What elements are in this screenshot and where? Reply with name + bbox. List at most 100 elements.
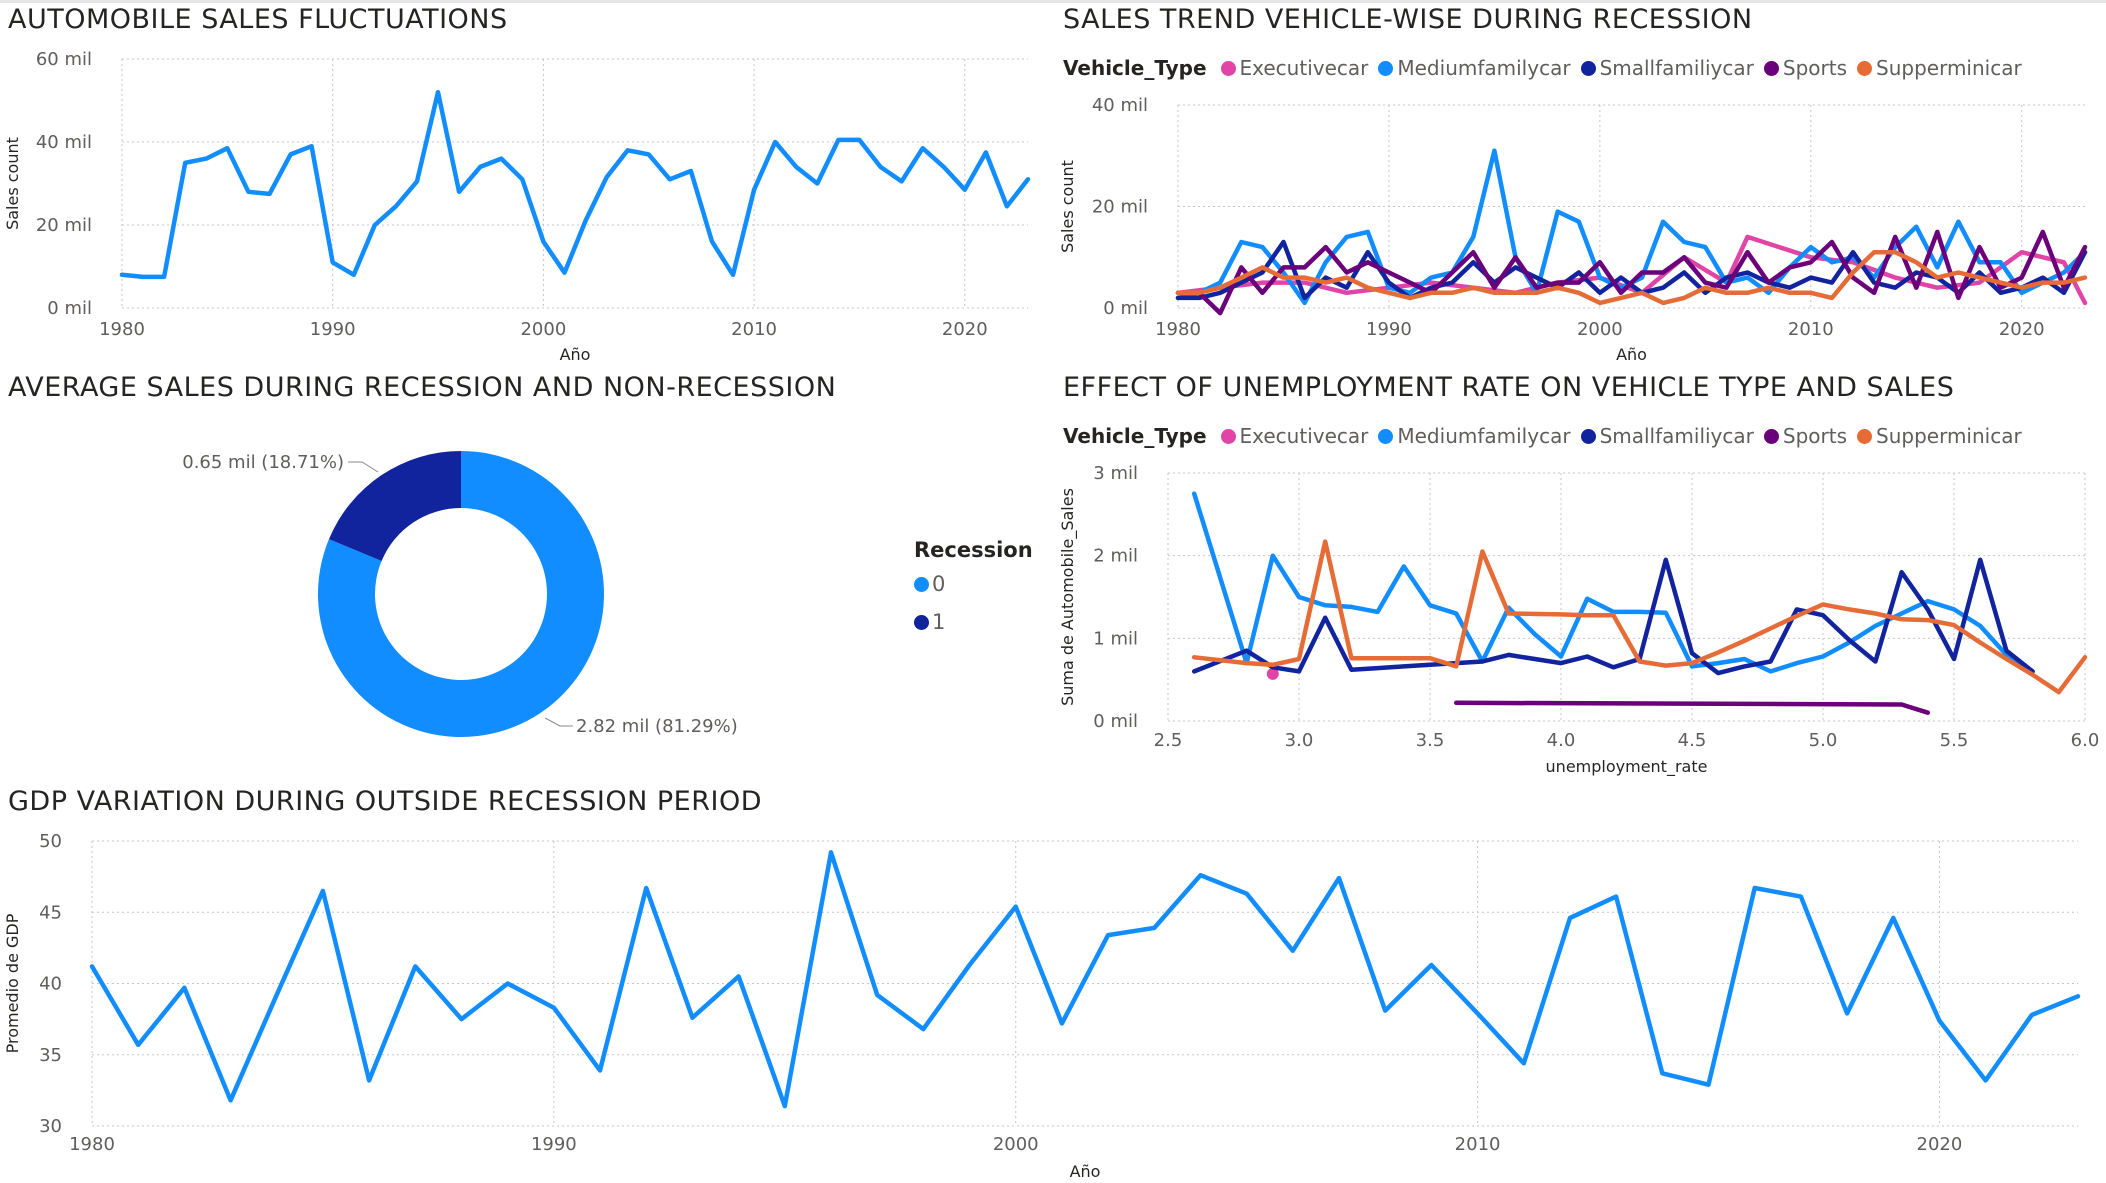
unemployment-line-chart: 0 mil 1 mil 2 mil 3 mil 2.5 3.0 3.5 4.0 4.5 5.0 5.… <box>1058 463 2100 777</box>
x-tick-label: 1990 <box>531 1134 577 1155</box>
legend-label: Mediumfamilycar <box>1397 56 1571 80</box>
series-line-smallfamiliycar <box>1191 557 2035 676</box>
x-axis-title: Año <box>560 345 591 364</box>
y-tick-label: 35 <box>39 1045 62 1066</box>
x-tick-label: 2010 <box>1788 319 1834 340</box>
unemployment-effect-panel: EFFECT OF UNEMPLOYMENT RATE ON VEHICLE T… <box>1055 368 2106 777</box>
trend-legend: Vehicle_Type Executivecar Mediumfamilycar… <box>1063 56 2032 80</box>
sales-fluctuations-panel: AUTOMOBILE SALES FLUCTUATIONS 0 mil 20 mi… <box>0 0 1040 365</box>
donut-chart-title: AVERAGE SALES DURING RECESSION AND NON-R… <box>8 372 837 403</box>
x-axis-title: Año <box>1616 345 1647 364</box>
x-tick-label: 1980 <box>99 319 145 340</box>
y-axis-title: Sales count <box>1058 160 1077 253</box>
series-line-supperminicar <box>1191 539 2088 695</box>
legend-label: Sports <box>1782 424 1847 448</box>
legend-label: Mediumfamilycar <box>1397 424 1571 448</box>
unemp-legend-title: Vehicle_Type <box>1063 424 1207 448</box>
x-tick-label: 1990 <box>310 319 356 340</box>
sales-chart-title: AUTOMOBILE SALES FLUCTUATIONS <box>8 4 508 35</box>
series-line-sports <box>1453 700 1931 715</box>
legend-item-executivecar[interactable]: Executivecar <box>1220 424 1369 448</box>
legend-dot-icon <box>1580 60 1596 76</box>
y-axis-title: Sales count <box>3 137 22 230</box>
y-tick-label: 40 mil <box>1092 95 1148 116</box>
legend-item-smallfamiliycar[interactable]: Smallfamiliycar <box>1580 56 1754 80</box>
donut-data-label: 0.65 mil (18.71%) <box>182 452 344 473</box>
legend-item-supperminicar[interactable]: Supperminicar <box>1857 56 2022 80</box>
legend-label: Smallfamiliycar <box>1599 56 1754 80</box>
x-tick-label: 2020 <box>942 319 988 340</box>
y-tick-label: 40 mil <box>36 132 92 153</box>
legend-dot-icon <box>1857 60 1872 76</box>
unemp-chart-title: EFFECT OF UNEMPLOYMENT RATE ON VEHICLE T… <box>1063 372 1955 403</box>
series-line-mediumfamilycar <box>1191 491 2035 674</box>
donut-slice-0 <box>317 451 605 737</box>
x-tick-label: 4.5 <box>1678 730 1707 751</box>
series-line-sports <box>1175 229 2088 316</box>
y-tick-label: 20 mil <box>1092 197 1148 218</box>
x-tick-label: 2000 <box>520 319 566 340</box>
x-tick-label: 4.0 <box>1547 730 1576 751</box>
y-tick-label: 0 mil <box>47 298 92 319</box>
legend-label: Executivecar <box>1239 56 1369 80</box>
x-tick-label: 2010 <box>1455 1134 1501 1155</box>
x-tick-label: 2.5 <box>1154 730 1183 751</box>
gdp-line-chart: 30 35 40 45 50 1980 1990 2000 2010 2020 Año Promedi… <box>3 831 2081 1181</box>
x-tick-label: 1980 <box>1155 319 1201 340</box>
legend-dot-icon <box>1763 60 1779 76</box>
legend-item-supperminicar[interactable]: Supperminicar <box>1857 424 2022 448</box>
recession-legend: Recession 0 1 <box>914 538 1033 648</box>
sales-line-chart: 0 mil 20 mil 40 mil 60 mil 1980 1990 2000 2010 2… <box>3 49 1031 364</box>
legend-item-recession-1[interactable]: 1 <box>914 610 1033 634</box>
legend-dot-icon <box>914 614 929 630</box>
legend-label: Smallfamiliycar <box>1599 424 1754 448</box>
legend-item-mediumfamilycar[interactable]: Mediumfamilycar <box>1378 56 1571 80</box>
series-point-executivecar <box>1266 667 1279 680</box>
legend-dot-icon <box>1378 428 1394 444</box>
y-tick-label: 20 mil <box>36 215 92 236</box>
recession-legend-title: Recession <box>914 538 1033 562</box>
series-line-main <box>119 89 1031 280</box>
legend-label: Supperminicar <box>1876 56 2022 80</box>
legend-label: Executivecar <box>1239 424 1369 448</box>
y-axis-title: Suma de Automobile_Sales <box>1058 488 1078 706</box>
y-tick-label: 50 <box>39 831 62 852</box>
legend-dot-icon <box>1857 428 1872 444</box>
y-axis-title: Promedio de GDP <box>3 913 22 1053</box>
x-tick-label: 5.5 <box>1940 730 1969 751</box>
series-line-main <box>89 850 2081 1109</box>
legend-item-smallfamiliycar[interactable]: Smallfamiliycar <box>1580 424 1754 448</box>
gdp-chart-title: GDP VARIATION DURING OUTSIDE RECESSION P… <box>8 786 763 817</box>
legend-dot-icon <box>1763 428 1779 444</box>
legend-item-sports[interactable]: Sports <box>1763 56 1847 80</box>
legend-item-sports[interactable]: Sports <box>1763 424 1847 448</box>
donut-slice-1 <box>328 451 461 561</box>
y-tick-label: 0 mil <box>1103 298 1148 319</box>
series-line-supperminicar <box>1175 249 2088 306</box>
legend-dot-icon <box>1580 428 1596 444</box>
y-tick-label: 45 <box>39 902 62 923</box>
recession-donut-chart: 2.82 mil (81.29%) 0.65 mil (18.71%) <box>182 451 738 737</box>
legend-dot-icon <box>914 576 929 592</box>
leader-line <box>544 717 573 727</box>
x-tick-label: 3.5 <box>1416 730 1445 751</box>
y-tick-label: 2 mil <box>1093 546 1138 567</box>
legend-item-executivecar[interactable]: Executivecar <box>1220 56 1369 80</box>
leader-line <box>348 461 379 473</box>
x-tick-label: 2000 <box>1577 319 1623 340</box>
legend-dot-icon <box>1378 60 1394 76</box>
y-tick-label: 40 <box>39 974 62 995</box>
x-tick-label: 3.0 <box>1285 730 1314 751</box>
legend-label: Sports <box>1782 56 1847 80</box>
legend-label: 1 <box>932 610 946 634</box>
legend-item-recession-0[interactable]: 0 <box>914 572 1033 596</box>
x-tick-label: 1980 <box>69 1134 115 1155</box>
legend-item-mediumfamilycar[interactable]: Mediumfamilycar <box>1378 424 1571 448</box>
donut-data-label: 2.82 mil (81.29%) <box>576 716 738 737</box>
y-tick-label: 1 mil <box>1093 628 1138 649</box>
x-tick-label: 2020 <box>1999 319 2045 340</box>
x-axis-title: unemployment_rate <box>1546 757 1708 777</box>
x-axis-title: Año <box>1070 1162 1101 1181</box>
x-tick-label: 2000 <box>993 1134 1039 1155</box>
x-tick-label: 6.0 <box>2071 730 2100 751</box>
